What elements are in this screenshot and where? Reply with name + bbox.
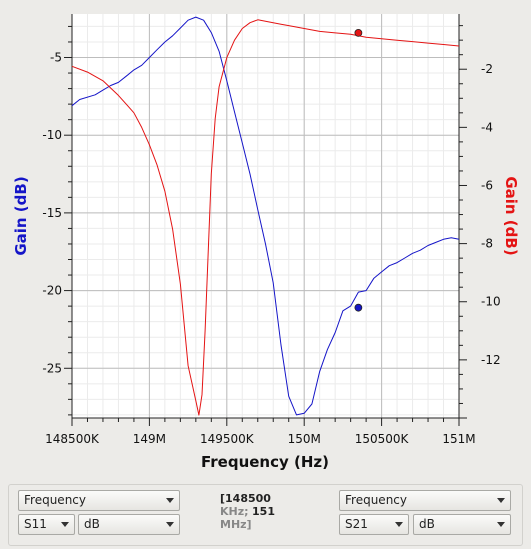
left-y-tick-label: -5 (50, 51, 62, 65)
chevron-down-icon (166, 498, 174, 503)
major-grid (72, 14, 459, 418)
right-y-tick-label: -2 (481, 62, 493, 76)
chevron-down-icon (61, 522, 69, 527)
left-param-value: S11 (24, 517, 47, 531)
right-param-value: S21 (345, 517, 368, 531)
right-format-select[interactable]: dB (413, 514, 511, 535)
x-axis-ticks: 148500K 149M 149500K 150M 150500K 151M (45, 418, 476, 446)
right-param-select[interactable]: S21 (339, 514, 409, 535)
left-domain-value: Frequency (24, 493, 86, 507)
plot-area (72, 14, 459, 418)
right-y-axis-label: Gain (dB) (502, 176, 520, 255)
right-y-tick-label: -10 (481, 295, 501, 309)
x-axis-label: Frequency (Hz) (201, 453, 329, 471)
right-y-tick-label: -8 (481, 237, 493, 251)
x-tick-label: 148500K (45, 432, 100, 446)
right-series-line (71, 19, 460, 416)
right-y-tick-label: -6 (481, 178, 493, 192)
readout-unit: KHz; (220, 505, 249, 518)
left-y-axis-label: Gain (dB) (12, 176, 30, 255)
x-tick-label: 150500K (355, 432, 410, 446)
right-format-value: dB (419, 517, 435, 531)
chevron-down-icon (166, 522, 174, 527)
left-format-select[interactable]: dB (78, 514, 180, 535)
right-series-marker (354, 28, 363, 37)
right-domain-select[interactable]: Frequency (339, 490, 511, 511)
chevron-down-icon (395, 522, 403, 527)
left-param-select[interactable]: S11 (18, 514, 75, 535)
right-y-tick-label: -4 (481, 120, 493, 134)
left-y-tick-label: -15 (42, 206, 62, 220)
chevron-down-icon (497, 498, 505, 503)
x-tick-label: 149M (133, 432, 166, 446)
left-y-tick-label: -25 (42, 361, 62, 375)
left-y-axis-ticks: -5 -10 -15 -20 -25 (42, 25, 72, 416)
series-layer (71, 16, 460, 416)
chevron-down-icon (497, 522, 505, 527)
left-series-line (71, 16, 460, 416)
frequency-range-readout: [148500 KHz; 151 MHz] (220, 492, 310, 531)
x-tick-label: 150M (288, 432, 321, 446)
left-y-tick-label: -20 (42, 284, 62, 298)
x-tick-label: 151M (442, 432, 475, 446)
readout-end: 151 (252, 505, 275, 518)
left-series-marker (354, 303, 363, 312)
right-domain-value: Frequency (345, 493, 407, 507)
left-y-tick-label: -10 (42, 128, 62, 142)
left-domain-select[interactable]: Frequency (18, 490, 180, 511)
x-tick-label: 149500K (200, 432, 255, 446)
gain-chart[interactable]: 148500K 149M 149500K 150M 150500K 151M -5-10-… (0, 0, 531, 480)
right-y-axis-ticks: -2 -4 -6 -8 -10 -12 (459, 25, 501, 419)
right-y-tick-label: -12 (481, 353, 501, 367)
trace-controls-panel (8, 484, 523, 546)
readout-start: [148500 (220, 492, 271, 505)
readout-end-unit: MHz] (220, 518, 252, 531)
left-format-value: dB (84, 517, 100, 531)
